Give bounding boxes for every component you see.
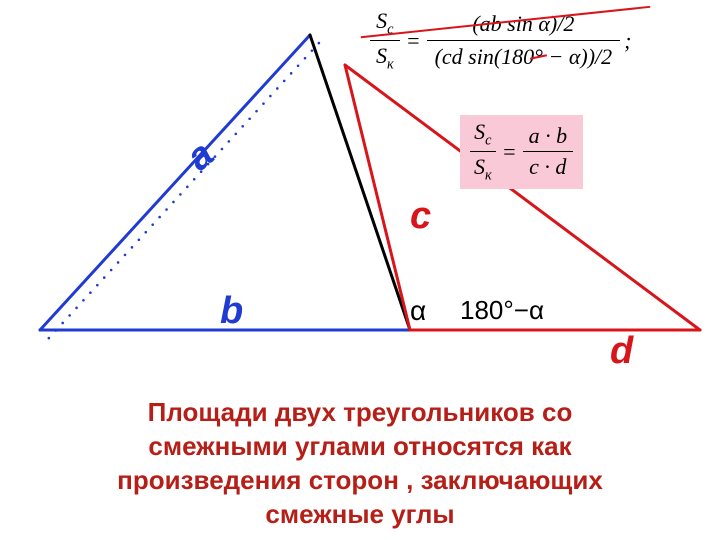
formula-ratio-full: SсSк=(ab sin α)/2(cd sin(180° − α))/2; xyxy=(370,8,631,74)
label-b: b xyxy=(220,290,243,333)
label-d: d xyxy=(610,330,633,373)
label-c: c xyxy=(410,195,431,238)
theorem-caption: Площади двух треугольников сосмежными уг… xyxy=(0,395,720,531)
label-supplementary: 180°−α xyxy=(460,295,544,326)
formula-ratio-simplified: SсSк=a · bc · d xyxy=(460,115,583,189)
label-alpha: α xyxy=(410,295,426,327)
